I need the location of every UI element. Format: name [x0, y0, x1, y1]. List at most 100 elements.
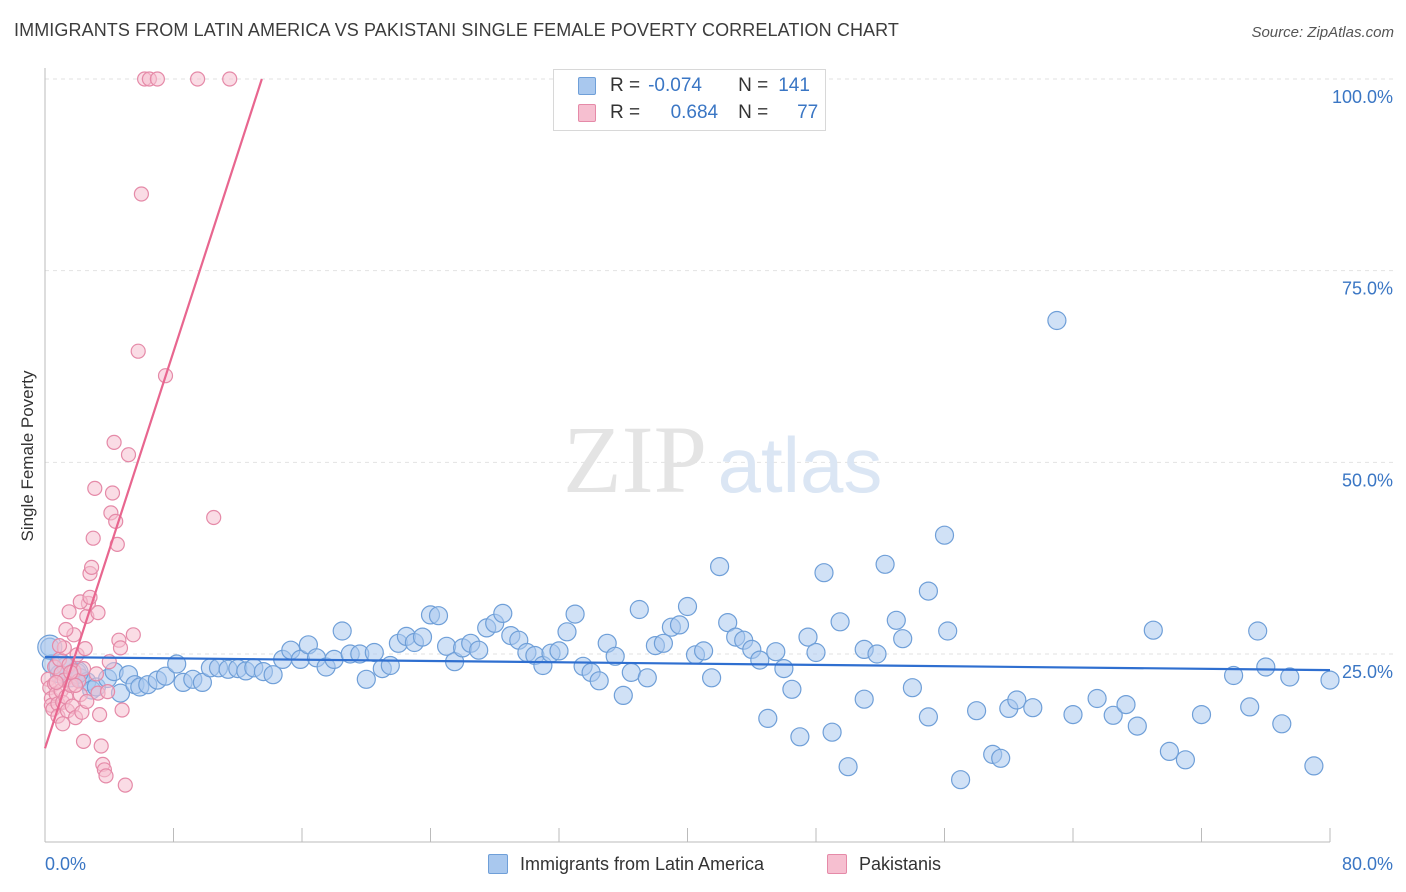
point-pakistanis — [99, 683, 116, 700]
bottom-legend-pakistanis[interactable]: Pakistanis — [827, 852, 941, 876]
point-latin-america — [1248, 621, 1268, 641]
x-tick-label: 80.0% — [1342, 854, 1393, 874]
point-pakistanis — [106, 434, 122, 450]
bottom-legend-label: Immigrants from Latin America — [520, 853, 765, 874]
watermark-zip: ZIP — [563, 406, 707, 513]
point-pakistanis — [88, 666, 105, 682]
point-latin-america — [1116, 694, 1136, 715]
legend-r-value: 0.684 — [670, 102, 719, 123]
legend-swatch-blue — [578, 77, 596, 95]
point-latin-america — [886, 610, 906, 630]
point-latin-america — [332, 621, 352, 641]
point-pakistanis — [120, 447, 137, 463]
legend-swatch-pink — [578, 104, 596, 122]
axes — [44, 68, 1331, 843]
point-pakistanis — [206, 509, 222, 526]
point-latin-america — [875, 554, 895, 574]
point-latin-america — [1103, 705, 1123, 725]
point-pakistanis — [133, 186, 149, 202]
correlation-legend: R = -0.074 N = 141 R = 0.684 N = 77 — [553, 69, 826, 131]
legend-n-value: 141 — [778, 75, 810, 96]
point-pakistanis — [67, 677, 84, 694]
trend-line-latin-america — [44, 655, 1331, 672]
point-latin-america — [918, 707, 939, 727]
point-latin-america — [1191, 704, 1212, 725]
point-latin-america — [1256, 657, 1276, 677]
legend-r-label: R = — [610, 102, 641, 123]
y-tick-label: 100.0% — [1332, 87, 1393, 107]
trend-lines — [43, 78, 1331, 749]
point-latin-america — [356, 669, 376, 689]
source-credit: Source: ZipAtlas.com — [1251, 24, 1394, 41]
legend-n-label: N = — [738, 102, 769, 123]
point-latin-america — [1047, 310, 1067, 331]
point-latin-america — [669, 615, 690, 635]
bottom-legend-label: Pakistanis — [859, 853, 942, 874]
point-pakistanis — [114, 702, 130, 718]
point-pakistanis — [83, 559, 100, 576]
point-latin-america — [758, 708, 778, 729]
point-latin-america — [902, 678, 923, 698]
point-latin-america — [549, 641, 569, 661]
point-latin-america — [605, 646, 625, 666]
point-latin-america — [838, 757, 858, 777]
watermark: ZIP atlas — [563, 406, 882, 513]
point-pakistanis — [51, 637, 68, 654]
point-latin-america — [1272, 714, 1292, 734]
point-latin-america — [380, 655, 400, 676]
point-pakistanis — [190, 71, 206, 87]
point-latin-america — [493, 603, 513, 624]
chart-title: IMMIGRANTS FROM LATIN AMERICA VS PAKISTA… — [14, 20, 900, 40]
watermark-atlas: atlas — [718, 421, 883, 509]
point-latin-america — [1023, 698, 1043, 718]
legend-row-latin-america: R = -0.074 N = 141 — [578, 74, 810, 98]
point-latin-america — [693, 641, 714, 661]
point-latin-america — [677, 596, 698, 617]
legend-n-label: N = — [738, 75, 769, 96]
point-latin-america — [822, 722, 842, 742]
point-pakistanis — [77, 640, 93, 657]
point-latin-america — [750, 650, 770, 670]
point-latin-america — [1304, 756, 1324, 776]
point-latin-america — [918, 581, 939, 601]
point-latin-america — [1175, 750, 1196, 770]
point-latin-america — [565, 604, 585, 624]
tick-labels: 25.0% 50.0% 75.0% 100.0% 0.0% 80.0% — [45, 87, 1393, 874]
point-pakistanis — [87, 480, 103, 496]
point-latin-america — [766, 642, 786, 662]
series-latin-america — [37, 310, 1340, 790]
point-pakistanis — [75, 660, 92, 677]
point-latin-america — [613, 685, 633, 706]
point-latin-america — [621, 662, 641, 683]
point-latin-america — [1143, 620, 1163, 640]
point-latin-america — [1159, 741, 1180, 762]
point-latin-america — [155, 666, 176, 686]
point-latin-america — [1127, 716, 1147, 736]
point-pakistanis — [149, 71, 165, 87]
point-latin-america — [701, 668, 722, 688]
point-latin-america — [854, 689, 874, 709]
point-latin-america — [893, 629, 913, 649]
point-latin-america — [557, 622, 577, 642]
point-latin-america — [629, 599, 649, 620]
point-pakistanis — [61, 604, 77, 620]
point-pakistanis — [117, 777, 133, 793]
point-pakistanis — [91, 706, 108, 723]
point-latin-america — [192, 672, 212, 693]
point-pakistanis — [130, 343, 146, 359]
point-latin-america — [589, 671, 609, 691]
trend-line-pakistanis — [43, 78, 263, 749]
x-tick-label: 0.0% — [45, 854, 86, 874]
point-pakistanis — [55, 716, 71, 732]
point-latin-america — [782, 679, 802, 699]
point-latin-america — [364, 642, 384, 663]
bottom-legend-latin-america[interactable]: Immigrants from Latin America — [488, 852, 764, 876]
y-tick-label: 50.0% — [1342, 470, 1393, 490]
y-tick-label: 75.0% — [1342, 279, 1393, 299]
gridlines — [45, 78, 1393, 655]
point-latin-america — [469, 640, 489, 660]
point-pakistanis — [79, 693, 95, 710]
bottom-legend-swatch-pink — [827, 854, 847, 874]
point-pakistanis — [125, 627, 141, 643]
